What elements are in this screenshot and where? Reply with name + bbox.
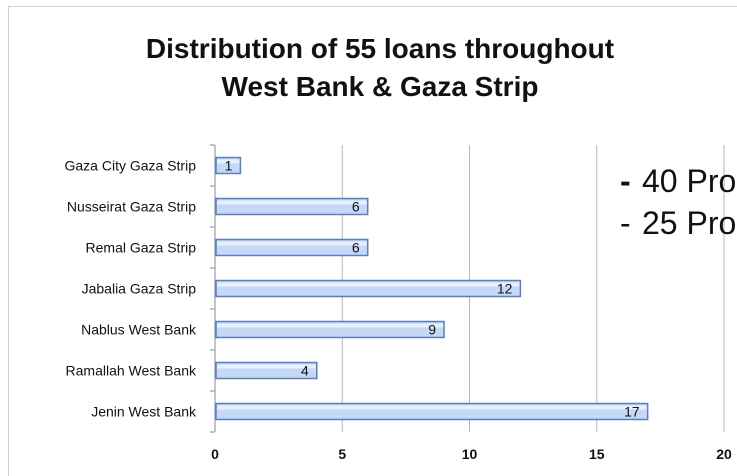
- category-label: Nusseirat Gaza Strip: [67, 199, 196, 215]
- category-label: Remal Gaza Strip: [86, 240, 197, 256]
- overlay-line-1-text: 40 Pro: [642, 163, 737, 199]
- value-label: 17: [624, 404, 640, 420]
- bar-highlight: [217, 159, 240, 164]
- category-label: Jenin West Bank: [91, 404, 197, 420]
- bar-highlight: [217, 405, 647, 410]
- overlay-text: -40 Pro -25 Pro: [620, 160, 736, 244]
- category-label: Ramallah West Bank: [66, 363, 197, 379]
- value-label: 4: [301, 363, 309, 379]
- overlay-line-1-dash: -: [620, 163, 631, 199]
- chart-frame: [8, 6, 737, 476]
- x-tick-label-10: 10: [462, 446, 478, 462]
- category-label: Jabalia Gaza Strip: [82, 281, 197, 297]
- x-tick-label-20: 20: [716, 446, 732, 462]
- value-label: 6: [352, 199, 360, 215]
- chart-title-line-2: West Bank & Gaza Strip: [221, 71, 539, 102]
- overlay-line-2-text: 25 Pro: [642, 205, 737, 241]
- value-label: 1: [225, 158, 233, 174]
- chart-title: Distribution of 55 loans throughout West…: [0, 30, 737, 106]
- bar-highlight: [217, 241, 367, 246]
- value-label: 9: [428, 322, 436, 338]
- category-label: Gaza City Gaza Strip: [65, 158, 197, 174]
- value-label: 6: [352, 240, 360, 256]
- chart-title-line-1: Distribution of 55 loans throughout: [145, 33, 615, 64]
- bar-highlight: [217, 323, 444, 328]
- overlay-line-1: -40 Pro: [620, 160, 736, 202]
- x-tick-label-0: 0: [211, 446, 219, 462]
- bar-highlight: [217, 200, 367, 205]
- category-label: Nablus West Bank: [81, 322, 197, 338]
- value-label: 12: [497, 281, 513, 297]
- x-tick-label-15: 15: [589, 446, 605, 462]
- x-tick-label-5: 5: [338, 446, 346, 462]
- bar-highlight: [217, 282, 520, 287]
- overlay-line-2: -25 Pro: [620, 202, 736, 244]
- bar-highlight: [217, 364, 316, 369]
- overlay-line-2-dash: -: [620, 205, 631, 241]
